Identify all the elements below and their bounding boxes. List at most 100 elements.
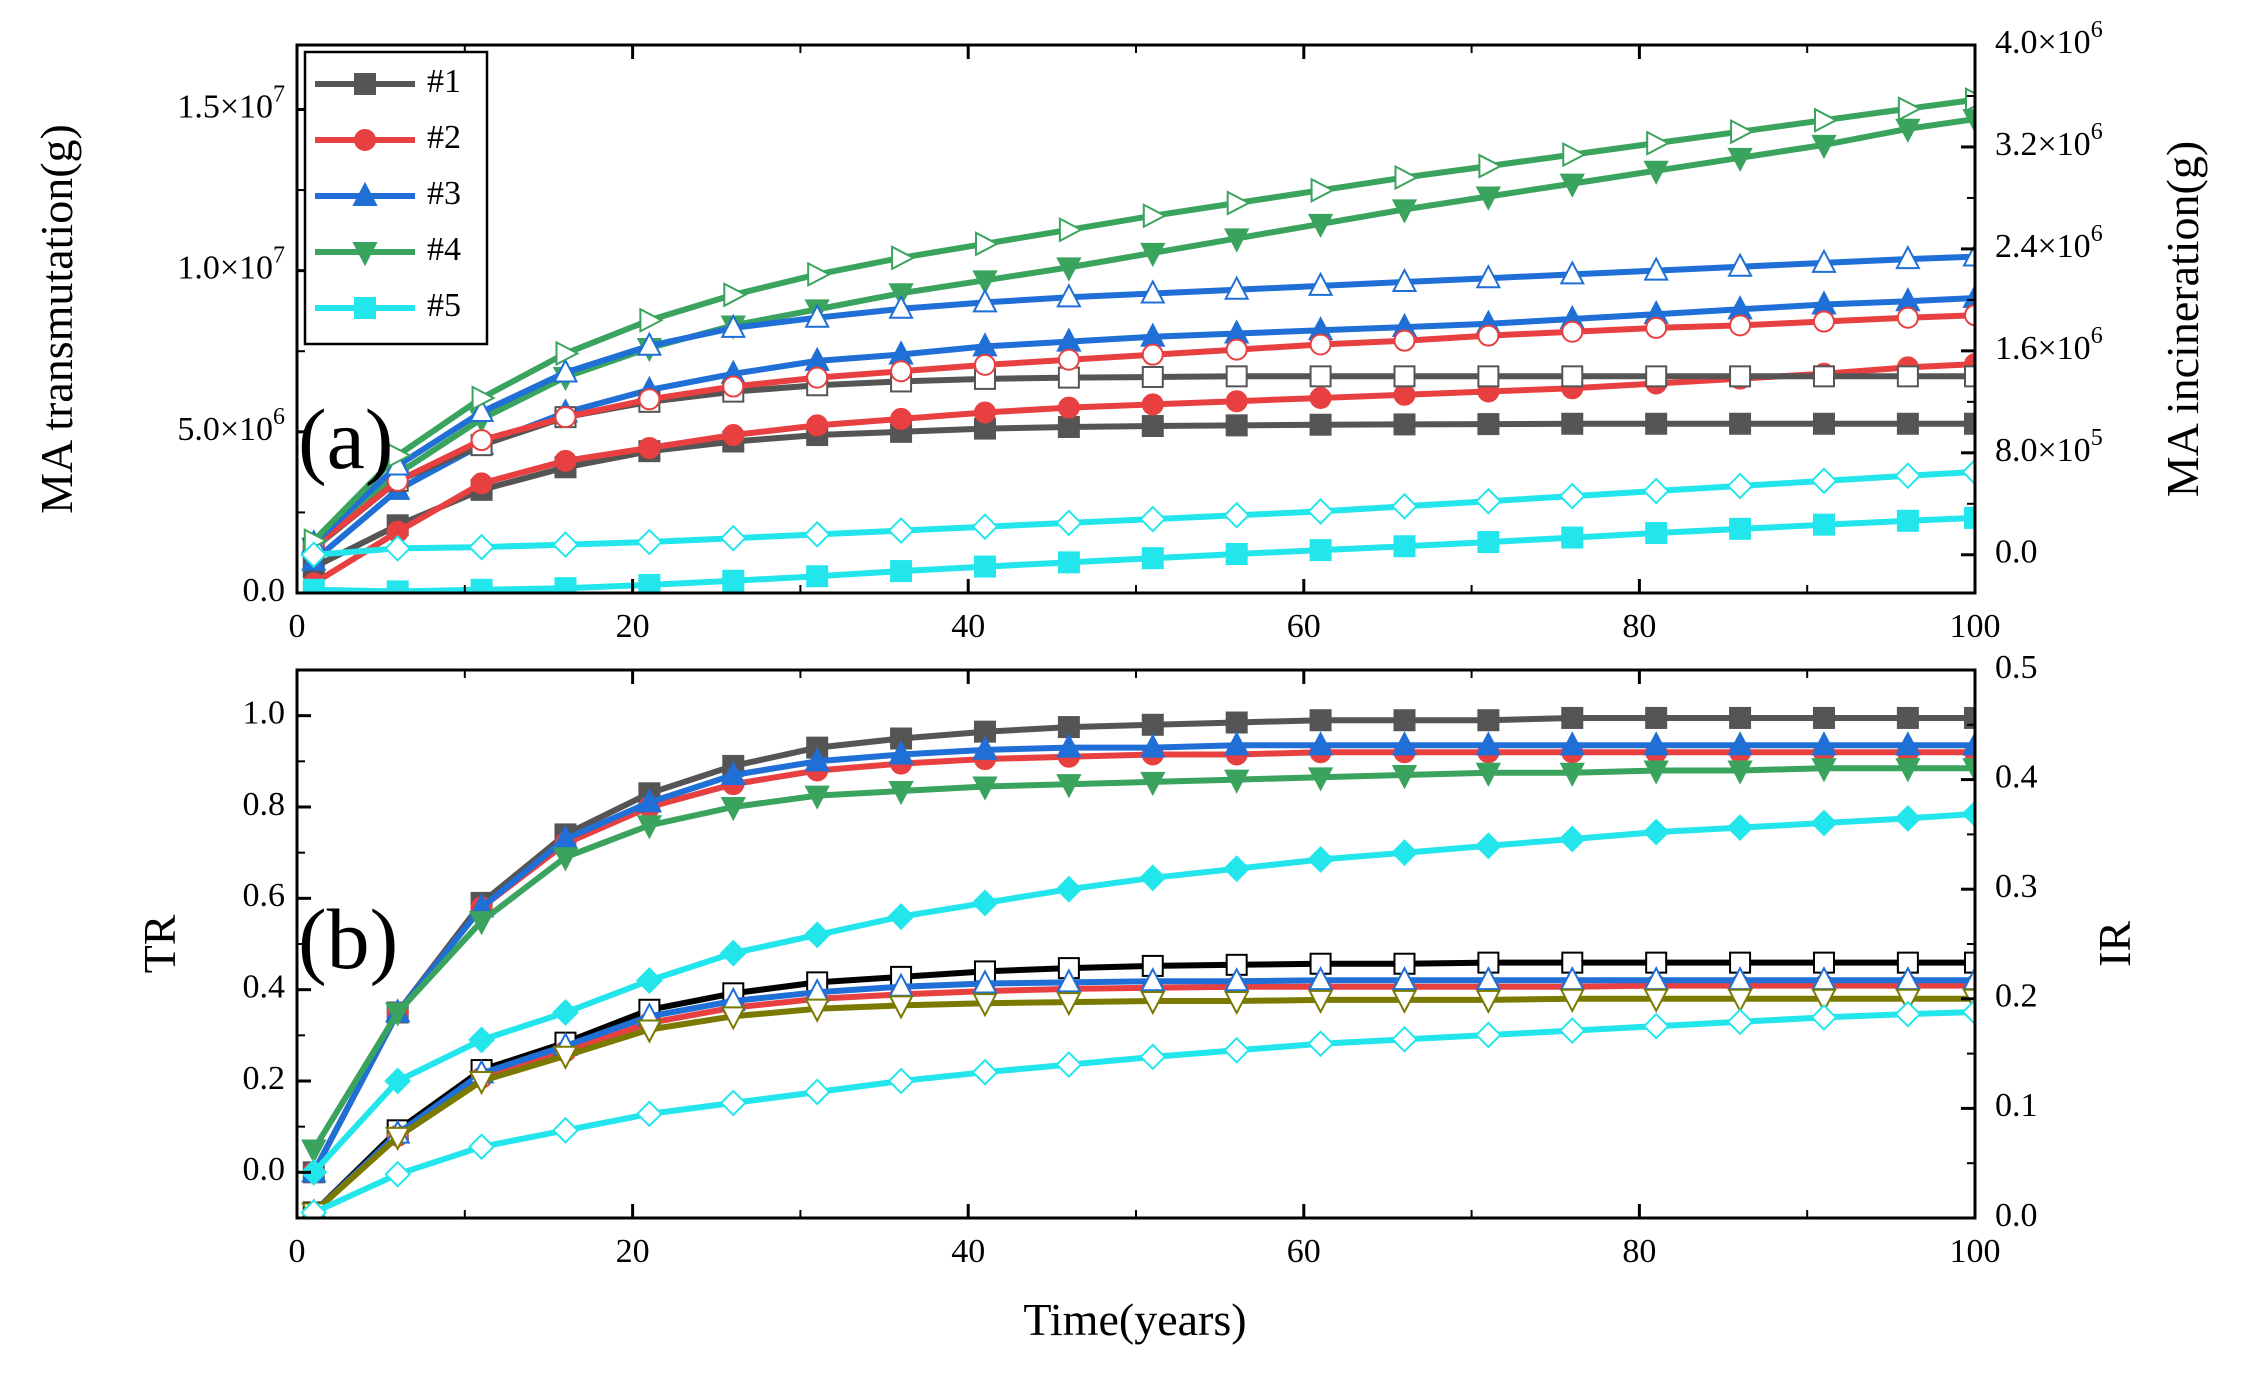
- data-point-4: [1895, 118, 1921, 143]
- data-point-4: [301, 1139, 327, 1164]
- data-point-4-incineration: [471, 385, 496, 411]
- data-point-1-incineration: [1477, 365, 1500, 388]
- data-point-5: [1307, 846, 1334, 873]
- data-point-5-ir: [887, 1067, 915, 1095]
- data-point-1: [1477, 413, 1500, 436]
- data-point-2: [1057, 396, 1080, 419]
- data-point-3-ir: [972, 969, 998, 994]
- data-point-4-incineration: [1897, 96, 1923, 122]
- data-point-4-incineration: [1813, 107, 1839, 133]
- legend-label: #5: [427, 287, 461, 324]
- data-point-3: [1140, 733, 1166, 758]
- data-point-2-incineration: [1964, 304, 1975, 327]
- data-point-3: [1643, 731, 1669, 756]
- data-point-2-incineration: [722, 375, 745, 398]
- y2-tick-label: 0.2: [1995, 978, 2038, 1015]
- legend: #1 #2 #3 #4 #5: [303, 50, 489, 346]
- data-point-1: [1812, 412, 1835, 435]
- data-point-3: [1895, 731, 1921, 756]
- x-tick-label: 40: [951, 1233, 985, 1270]
- data-point-1-incineration: [1964, 365, 1975, 388]
- data-point-4-ir: [385, 1126, 411, 1152]
- data-point-4: [1643, 160, 1669, 185]
- data-point-5: [1474, 832, 1502, 860]
- data-point-1: [1393, 413, 1416, 436]
- data-point-4: [1811, 758, 1837, 783]
- data-point-1: [1729, 706, 1752, 729]
- data-point-2: [638, 436, 661, 459]
- data-point-1-incineration: [1812, 365, 1835, 388]
- data-point-5-ir: [384, 1160, 412, 1188]
- data-point-4: [1224, 769, 1250, 794]
- y2-tick-label: 0.5: [1995, 649, 2038, 686]
- data-point-4-incineration: [1478, 153, 1503, 179]
- data-point-4: [804, 785, 830, 810]
- x-tick-label: 80: [1622, 608, 1656, 645]
- data-point-5: [1057, 551, 1080, 574]
- data-point-4-ir: [972, 993, 998, 1018]
- data-point-4-ir: [1224, 990, 1250, 1016]
- data-point-3-incineration: [972, 288, 998, 313]
- data-point-4-incineration: [555, 340, 580, 367]
- data-point-4: [1643, 760, 1669, 785]
- data-point-5: [470, 578, 493, 593]
- x-tick-label: 60: [1287, 608, 1321, 645]
- data-point-3: [972, 735, 998, 760]
- data-point-5: [971, 889, 999, 917]
- data-point-5: [890, 560, 913, 583]
- y-tick-label: 0.0: [243, 1151, 286, 1188]
- data-point-5: [1141, 547, 1164, 570]
- data-point-5-ir: [803, 1078, 831, 1106]
- y-tick-label: 0.2: [243, 1060, 286, 1097]
- data-point-5-incineration: [971, 513, 999, 541]
- data-point-3-ir: [1962, 966, 1975, 991]
- legend-marker: [354, 297, 376, 319]
- data-point-4: [385, 1002, 411, 1027]
- data-point-4: [1056, 774, 1082, 799]
- data-point-3-incineration: [1811, 248, 1837, 273]
- data-point-1: [1896, 706, 1919, 729]
- data-point-1: [1141, 415, 1164, 438]
- data-point-5: [722, 569, 745, 592]
- data-point-2: [1141, 393, 1164, 416]
- y-axis-label: MA transmutation(g): [31, 124, 82, 514]
- data-point-4-ir: [804, 998, 830, 1023]
- data-point-4: [1140, 771, 1166, 797]
- data-point-1: [1561, 412, 1584, 435]
- data-point-3-incineration: [1962, 242, 1975, 267]
- data-point-5-incineration: [1055, 509, 1083, 537]
- data-point-3-incineration: [804, 303, 830, 328]
- data-point-1: [1477, 709, 1500, 732]
- y-tick-label: 5.0×106: [177, 403, 285, 447]
- data-point-2-incineration: [1141, 343, 1164, 366]
- data-point-3: [1307, 731, 1334, 756]
- data-point-4-incineration: [387, 442, 412, 469]
- y2-tick-label: 0.4: [1995, 758, 2038, 795]
- data-point-5: [719, 939, 747, 967]
- legend-label: #4: [427, 231, 461, 268]
- data-point-5-ir: [468, 1133, 495, 1161]
- data-point-4-ir: [1475, 989, 1502, 1015]
- data-point-5-ir: [552, 1116, 579, 1144]
- data-point-5: [302, 578, 325, 593]
- panel-label: (a): [298, 391, 393, 487]
- data-point-1: [1896, 412, 1919, 435]
- data-point-2: [806, 414, 829, 437]
- data-point-5-incineration: [803, 520, 831, 548]
- data-point-2-incineration: [638, 388, 661, 411]
- legend-marker: [352, 242, 378, 267]
- y2-tick-label: 0.0: [1995, 1197, 2038, 1234]
- plot-area: [300, 706, 1975, 1218]
- data-point-4-ir: [888, 995, 914, 1020]
- data-point-5: [1223, 855, 1251, 883]
- data-point-5-ir: [635, 1100, 663, 1128]
- data-point-3-incineration: [468, 397, 495, 423]
- y2-axis-label: IR: [2089, 921, 2140, 967]
- data-point-4-incineration: [1226, 190, 1251, 216]
- data-point-5-ir: [1055, 1051, 1083, 1078]
- data-point-1: [1964, 706, 1975, 729]
- data-point-3: [1056, 733, 1082, 758]
- data-point-5-incineration: [468, 533, 495, 561]
- data-point-5: [1729, 517, 1752, 540]
